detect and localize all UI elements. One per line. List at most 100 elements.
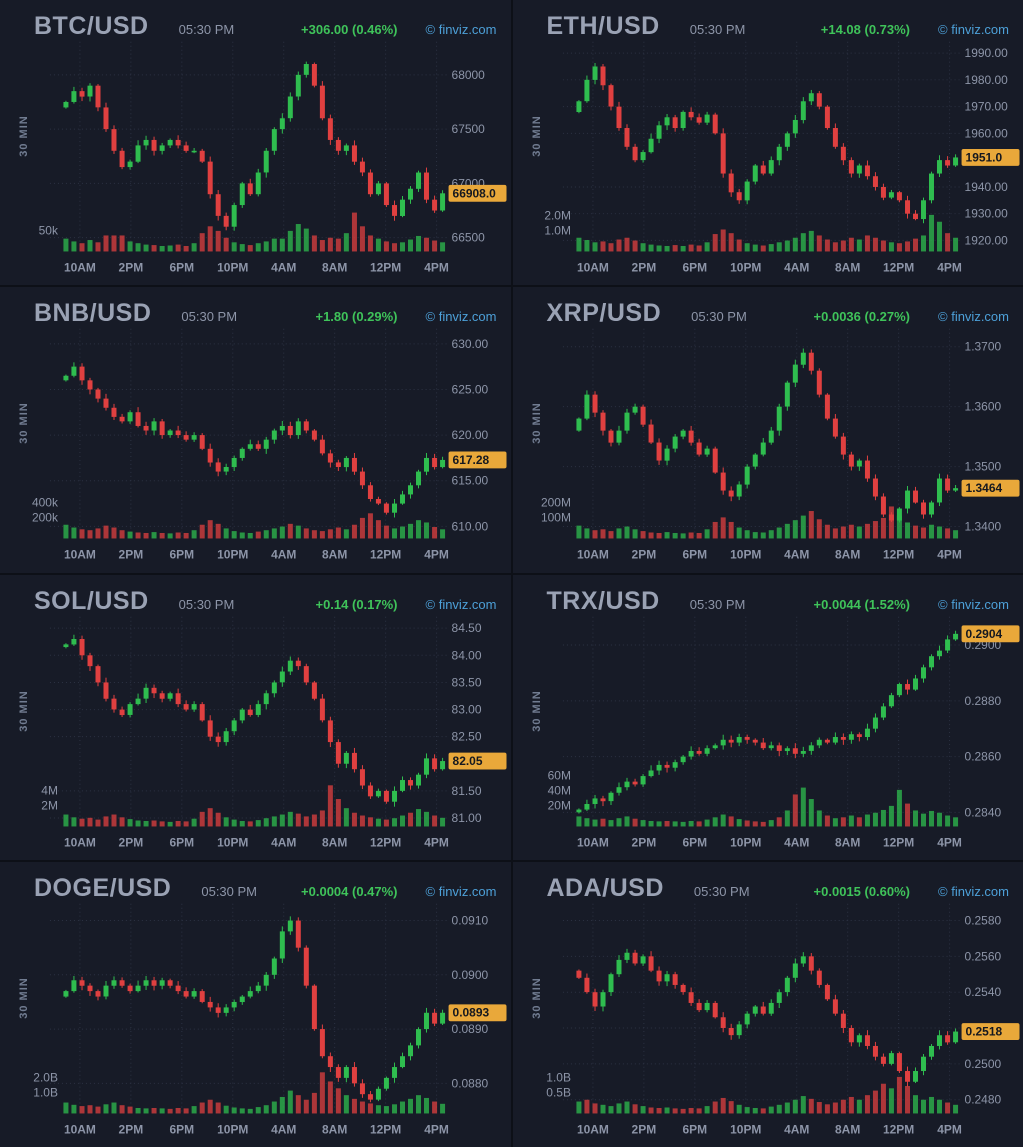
candlestick-chart[interactable]: 10AM 2PM 6PM 10PM 4AM 8AM 12PM 4PM 0.2580 0.2560 0… [513, 862, 1023, 1147]
finviz-credit-link[interactable]: © finviz.com [938, 596, 1009, 612]
svg-text:66500: 66500 [452, 231, 486, 245]
svg-text:0.0910: 0.0910 [452, 913, 489, 927]
svg-text:0.2904: 0.2904 [965, 626, 1002, 640]
candlestick-chart[interactable]: 10AM 2PM 6PM 10PM 4AM 8AM 12PM 4PM6800067500670… [0, 0, 511, 285]
svg-text:4PM: 4PM [424, 260, 449, 274]
svg-text:6PM: 6PM [682, 548, 707, 562]
svg-text:1.0M: 1.0M [544, 224, 571, 238]
svg-text:4PM: 4PM [937, 260, 962, 274]
svg-text:60M: 60M [547, 768, 570, 782]
finviz-credit-link[interactable]: © finviz.com [425, 596, 497, 612]
svg-text:40M: 40M [547, 783, 570, 797]
quote-time: 05:30 PM [693, 883, 750, 899]
svg-text:4PM: 4PM [424, 835, 449, 849]
chart-panel-doge-usd: DOGE/USD 05:30 PM +0.0004 (0.47%) © finv… [0, 861, 511, 1147]
price-change: +0.0036 (0.27%) [813, 309, 911, 325]
svg-text:100M: 100M [540, 511, 570, 525]
svg-text:8AM: 8AM [322, 1122, 347, 1136]
finviz-credit-link[interactable]: © finviz.com [938, 883, 1009, 899]
candlestick-chart[interactable]: 10AM 2PM 6PM 10PM 4AM 8AM 12PM 4PM 0.0910 0.0900 0… [0, 862, 511, 1147]
svg-text:0.2560: 0.2560 [964, 949, 1001, 963]
svg-text:630.00: 630.00 [452, 337, 489, 351]
svg-text:8AM: 8AM [835, 548, 860, 562]
svg-text:6PM: 6PM [682, 835, 707, 849]
svg-text:10PM: 10PM [217, 548, 248, 562]
candlestick-chart[interactable]: 10AM 2PM 6PM 10PM 4AM 8AM 12PM 4PM 84.50 84.00 83.… [0, 575, 511, 860]
svg-text:1.3500: 1.3500 [964, 460, 1001, 474]
svg-text:0.2840: 0.2840 [964, 805, 1001, 819]
svg-text:83.00: 83.00 [452, 702, 482, 716]
svg-text:66908.0: 66908.0 [453, 186, 497, 200]
svg-text:0.2480: 0.2480 [964, 1092, 1001, 1106]
quote-time: 05:30 PM [691, 309, 747, 325]
svg-text:1.0B: 1.0B [546, 1070, 571, 1084]
timeframe-label: 30 MIN [530, 977, 543, 1019]
svg-text:8AM: 8AM [322, 260, 347, 274]
svg-text:4AM: 4AM [271, 260, 296, 274]
svg-text:1960.00: 1960.00 [964, 126, 1008, 140]
price-change: +0.0044 (1.52%) [813, 596, 911, 612]
candlestick-chart[interactable]: 10AM 2PM 6PM 10PM 4AM 8AM 12PM 4PM 1.3700 1.3600 1… [513, 287, 1023, 572]
svg-text:84.50: 84.50 [452, 621, 482, 635]
finviz-credit-link[interactable]: © finviz.com [938, 22, 1009, 37]
svg-text:0.0880: 0.0880 [452, 1076, 489, 1090]
chart-header: ETH/USD 05:30 PM +14.08 (0.73%) © finviz… [547, 12, 1010, 41]
svg-text:2PM: 2PM [119, 548, 144, 562]
chart-panel-trx-usd: TRX/USD 05:30 PM +0.0044 (1.52%) © finvi… [512, 574, 1023, 860]
candlestick-chart[interactable]: 10AM 2PM 6PM 10PM 4AM 8AM 12PM 4PM 630.00 625.00 6… [0, 287, 511, 572]
svg-text:4PM: 4PM [937, 548, 962, 562]
timeframe-label: 30 MIN [18, 689, 30, 732]
svg-text:10PM: 10PM [217, 835, 248, 849]
finviz-credit-link[interactable]: © finviz.com [425, 22, 497, 37]
svg-text:6PM: 6PM [170, 835, 195, 849]
svg-text:4AM: 4AM [784, 1122, 809, 1136]
price-change: +306.00 (0.46%) [301, 22, 398, 37]
svg-text:6PM: 6PM [170, 260, 195, 274]
svg-text:10AM: 10AM [576, 1122, 608, 1136]
ticker-symbol: TRX/USD [546, 586, 660, 615]
svg-text:10AM: 10AM [64, 260, 96, 274]
svg-text:81.50: 81.50 [452, 783, 482, 797]
finviz-credit-link[interactable]: © finviz.com [938, 309, 1009, 325]
svg-text:0.2860: 0.2860 [964, 749, 1001, 763]
svg-text:8AM: 8AM [322, 835, 347, 849]
chart-header: BNB/USD 05:30 PM +1.80 (0.29%) © finviz.… [34, 299, 497, 328]
quote-time: 05:30 PM [689, 22, 746, 37]
svg-text:2PM: 2PM [119, 260, 144, 274]
chart-header: DOGE/USD 05:30 PM +0.0004 (0.47%) © finv… [34, 874, 497, 903]
ticker-symbol: ETH/USD [546, 12, 660, 40]
svg-text:10AM: 10AM [64, 835, 96, 849]
timeframe-label: 30 MIN [18, 402, 30, 444]
chart-panel-ada-usd: ADA/USD 05:30 PM +0.0015 (0.60%) © finvi… [512, 861, 1023, 1147]
price-change: +1.80 (0.29%) [315, 309, 398, 325]
svg-text:1990.00: 1990.00 [964, 46, 1008, 60]
candlestick-chart[interactable]: 10AM 2PM 6PM 10PM 4AM 8AM 12PM 4PM 1990.00 1980.0… [513, 0, 1023, 285]
svg-text:82.05: 82.05 [453, 754, 483, 768]
candlestick-chart[interactable]: 10AM 2PM 6PM 10PM 4AM 8AM 12PM 4PM0.29000.28800… [513, 575, 1023, 860]
quote-time: 05:30 PM [178, 596, 235, 612]
svg-text:10PM: 10PM [730, 835, 761, 849]
svg-text:1.3400: 1.3400 [964, 520, 1001, 534]
chart-header: BTC/USD 05:30 PM +306.00 (0.46%) © finvi… [34, 12, 497, 41]
price-change: +0.14 (0.17%) [315, 596, 398, 612]
svg-text:6PM: 6PM [682, 260, 707, 274]
svg-text:1951.0: 1951.0 [965, 150, 1002, 164]
svg-text:625.00: 625.00 [452, 383, 489, 397]
svg-text:6PM: 6PM [682, 1122, 707, 1136]
finviz-credit-link[interactable]: © finviz.com [425, 883, 497, 899]
svg-text:0.0900: 0.0900 [452, 968, 489, 982]
svg-text:6PM: 6PM [170, 548, 195, 562]
svg-text:2.0M: 2.0M [544, 209, 571, 223]
quote-time: 05:30 PM [689, 596, 746, 612]
svg-text:1920.00: 1920.00 [964, 233, 1008, 247]
timeframe-label: 30 MIN [530, 115, 543, 157]
svg-text:12PM: 12PM [882, 835, 913, 849]
svg-text:10PM: 10PM [730, 260, 761, 274]
svg-text:20M: 20M [547, 798, 570, 812]
svg-text:400k: 400k [32, 496, 58, 510]
quote-time: 05:30 PM [181, 309, 238, 325]
finviz-credit-link[interactable]: © finviz.com [425, 309, 497, 325]
svg-text:8AM: 8AM [835, 835, 860, 849]
chart-panel-sol-usd: SOL/USD 05:30 PM +0.14 (0.17%) © finviz.… [0, 574, 511, 860]
